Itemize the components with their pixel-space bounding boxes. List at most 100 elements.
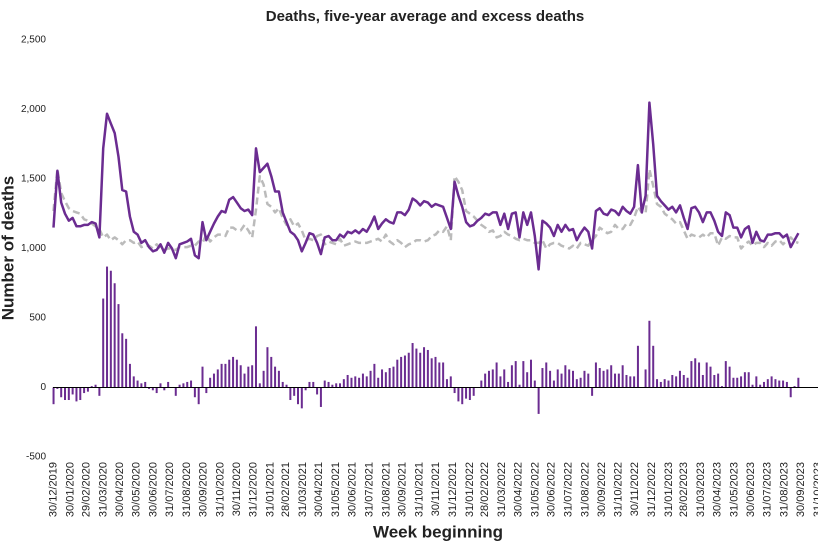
bar <box>178 384 181 388</box>
bar <box>403 355 406 388</box>
x-tick-label: 31/07/2020 <box>164 462 176 517</box>
bar <box>667 380 670 388</box>
chart-title: Deaths, five-year average and excess dea… <box>266 8 585 25</box>
x-tick-label: 31/12/2020 <box>248 462 260 517</box>
bar <box>190 380 193 388</box>
y-tick-label: 500 <box>29 313 46 324</box>
bar <box>350 377 353 388</box>
x-tick-label: 30/11/2020 <box>231 462 243 516</box>
bar <box>690 361 693 388</box>
bar <box>564 365 567 388</box>
bar <box>79 387 82 401</box>
bar <box>774 379 777 388</box>
bar <box>262 370 265 388</box>
bar <box>671 374 674 388</box>
x-tick-label: 30/01/2020 <box>64 462 76 517</box>
bar <box>755 376 758 388</box>
bar <box>449 376 452 388</box>
bar <box>686 377 689 388</box>
x-tick-label: 30/09/2021 <box>397 462 409 517</box>
bar <box>117 304 120 388</box>
bar <box>56 387 59 389</box>
bar <box>98 387 101 396</box>
bar <box>747 372 750 388</box>
bar <box>102 298 105 388</box>
bar <box>614 373 617 388</box>
bar <box>52 387 55 405</box>
bar <box>346 374 349 388</box>
bar <box>312 381 315 388</box>
bar <box>568 369 571 388</box>
bar <box>384 372 387 388</box>
bar <box>499 376 502 388</box>
bar <box>308 381 311 388</box>
bar <box>770 376 773 388</box>
bar <box>438 362 441 388</box>
bar <box>503 369 506 388</box>
bar <box>709 366 712 388</box>
bar <box>277 370 280 388</box>
bar <box>495 362 498 388</box>
bar <box>610 365 613 388</box>
bar <box>717 373 720 388</box>
bar <box>220 363 223 388</box>
bar <box>598 368 601 388</box>
bar <box>491 369 494 388</box>
x-tick-label: 31/12/2021 <box>447 462 459 517</box>
bar <box>465 387 468 399</box>
x-tick-label: 31/10/2022 <box>613 462 625 517</box>
bar <box>698 362 701 388</box>
bar <box>258 383 261 388</box>
bar <box>572 370 575 388</box>
bar <box>507 381 510 388</box>
bar <box>587 373 590 388</box>
x-tick-label: 31/03/2021 <box>297 462 309 517</box>
bar <box>274 366 277 388</box>
bar <box>411 343 414 388</box>
bar <box>365 376 368 388</box>
bar <box>789 387 792 398</box>
bar <box>159 383 162 388</box>
bar <box>675 376 678 388</box>
bar <box>713 374 716 388</box>
bar <box>575 379 578 388</box>
bar <box>720 386 723 388</box>
x-tick-label: 31/08/2020 <box>181 462 193 517</box>
bar <box>396 359 399 388</box>
bar <box>663 379 666 388</box>
bar <box>247 366 250 388</box>
bar <box>442 362 445 388</box>
bar <box>319 387 322 407</box>
x-tick-label: 28/02/2023 <box>678 462 690 517</box>
bar <box>701 374 704 388</box>
x-tick-label: 28/02/2021 <box>280 462 292 517</box>
x-tick-label: 30/06/2022 <box>546 462 558 517</box>
bar <box>144 381 147 388</box>
bar <box>167 381 170 388</box>
bar <box>533 380 536 388</box>
bar <box>522 361 525 388</box>
bar <box>197 387 200 405</box>
bar <box>71 387 74 395</box>
x-tick-label: 31/03/2023 <box>695 462 707 517</box>
bar <box>430 358 433 388</box>
bar <box>606 369 609 388</box>
x-tick-label: 31/10/2020 <box>214 462 226 517</box>
bar <box>304 387 307 391</box>
bar <box>342 379 345 388</box>
x-tick-label: 31/12/2022 <box>646 462 658 517</box>
bar <box>617 373 620 388</box>
bar <box>762 381 765 388</box>
bar <box>480 380 483 388</box>
bar <box>151 387 154 391</box>
bar <box>235 359 238 388</box>
y-tick-label: -500 <box>26 452 46 463</box>
average-line <box>52 168 799 252</box>
bar <box>468 387 471 401</box>
bar <box>400 356 403 388</box>
bar <box>182 383 185 388</box>
bar <box>591 387 594 396</box>
bar <box>209 377 212 388</box>
x-tick-label: 30/06/2020 <box>147 462 159 517</box>
